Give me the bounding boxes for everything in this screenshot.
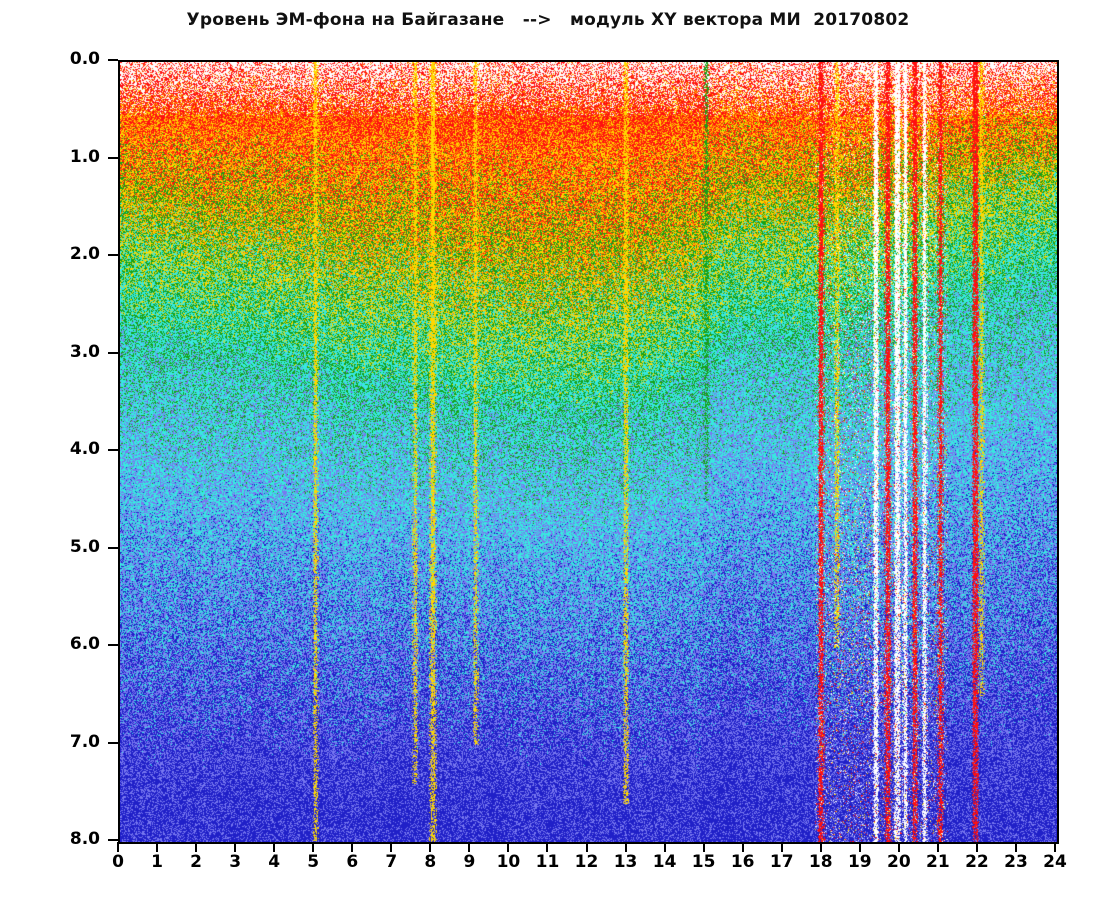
x-axis-tick bbox=[390, 842, 393, 852]
x-axis-tick bbox=[507, 842, 510, 852]
x-axis-label: 10 bbox=[496, 852, 521, 872]
page-title: Уровень ЭМ-фона на Байгазане --> модуль … bbox=[186, 10, 910, 30]
x-axis-label: 18 bbox=[808, 852, 833, 872]
x-axis-label: 20 bbox=[886, 852, 911, 872]
x-axis-label: 7 bbox=[385, 852, 398, 872]
x-axis-tick bbox=[585, 842, 588, 852]
x-axis-label: 9 bbox=[463, 852, 476, 872]
x-axis-label: 6 bbox=[346, 852, 359, 872]
y-axis-tick bbox=[108, 839, 118, 841]
y-axis-tick bbox=[108, 449, 118, 451]
x-axis-label: 15 bbox=[691, 852, 716, 872]
spectrogram-canvas[interactable] bbox=[120, 62, 1057, 842]
x-axis-tick bbox=[546, 842, 549, 852]
x-axis-tick bbox=[351, 842, 354, 852]
x-axis-label: 24 bbox=[1043, 852, 1067, 872]
x-axis-tick bbox=[936, 842, 939, 852]
x-axis-tick bbox=[195, 842, 198, 852]
y-axis-label: 0.0 bbox=[69, 49, 100, 69]
x-axis-label: 16 bbox=[730, 852, 755, 872]
x-axis-tick bbox=[624, 842, 627, 852]
x-axis-tick bbox=[1054, 842, 1056, 852]
x-axis-tick bbox=[156, 842, 159, 852]
x-axis-tick bbox=[780, 842, 783, 852]
y-axis-tick bbox=[108, 351, 118, 354]
x-axis-tick bbox=[702, 842, 705, 852]
y-axis-tick bbox=[108, 156, 118, 159]
x-axis-tick bbox=[429, 842, 432, 852]
y-axis-label: 7.0 bbox=[69, 731, 100, 752]
x-axis-label: 17 bbox=[769, 852, 794, 872]
x-axis-label: 0 bbox=[112, 852, 124, 872]
y-axis-label: 3.0 bbox=[69, 341, 100, 362]
x-axis-tick bbox=[897, 842, 900, 852]
x-axis-label: 2 bbox=[190, 852, 202, 872]
x-axis-label: 19 bbox=[847, 852, 872, 872]
y-axis-tick bbox=[108, 741, 118, 744]
x-axis-label: 1 bbox=[151, 852, 163, 872]
x-axis-label: 22 bbox=[965, 852, 989, 872]
x-axis-label: 5 bbox=[307, 852, 320, 872]
y-axis-label: 4.0 bbox=[69, 439, 100, 459]
x-axis-label: 23 bbox=[1004, 852, 1028, 872]
x-axis-tick bbox=[858, 842, 861, 852]
x-axis-label: 14 bbox=[652, 852, 677, 872]
x-axis-tick bbox=[273, 842, 276, 852]
x-axis-label: 13 bbox=[613, 852, 638, 872]
y-axis-label: 8.0 bbox=[69, 829, 100, 849]
spectrogram-plot-area[interactable] bbox=[118, 60, 1059, 844]
x-axis-tick bbox=[741, 842, 744, 852]
x-axis-label: 21 bbox=[926, 852, 950, 872]
y-axis-tick bbox=[108, 644, 118, 646]
y-axis-label: 6.0 bbox=[69, 634, 100, 654]
x-axis-tick bbox=[819, 842, 822, 852]
x-axis-label: 12 bbox=[574, 852, 599, 872]
x-axis-tick bbox=[117, 842, 119, 852]
x-axis-tick bbox=[663, 842, 666, 852]
x-axis-label: 4 bbox=[268, 852, 281, 872]
y-axis-tick bbox=[108, 59, 118, 61]
y-axis-tick bbox=[108, 254, 118, 256]
y-axis-tick bbox=[108, 546, 118, 549]
x-axis-tick bbox=[975, 842, 978, 852]
x-axis-tick bbox=[312, 842, 315, 852]
x-axis-tick bbox=[468, 842, 471, 852]
x-axis-label: 3 bbox=[229, 852, 242, 872]
x-axis-tick bbox=[234, 842, 237, 852]
x-axis-label: 11 bbox=[535, 852, 560, 872]
x-axis-label: 8 bbox=[424, 852, 437, 872]
x-axis-tick bbox=[1014, 842, 1017, 852]
y-axis-label: 5.0 bbox=[69, 536, 100, 557]
y-axis-label: 1.0 bbox=[69, 146, 100, 167]
y-axis-label: 2.0 bbox=[69, 244, 100, 264]
